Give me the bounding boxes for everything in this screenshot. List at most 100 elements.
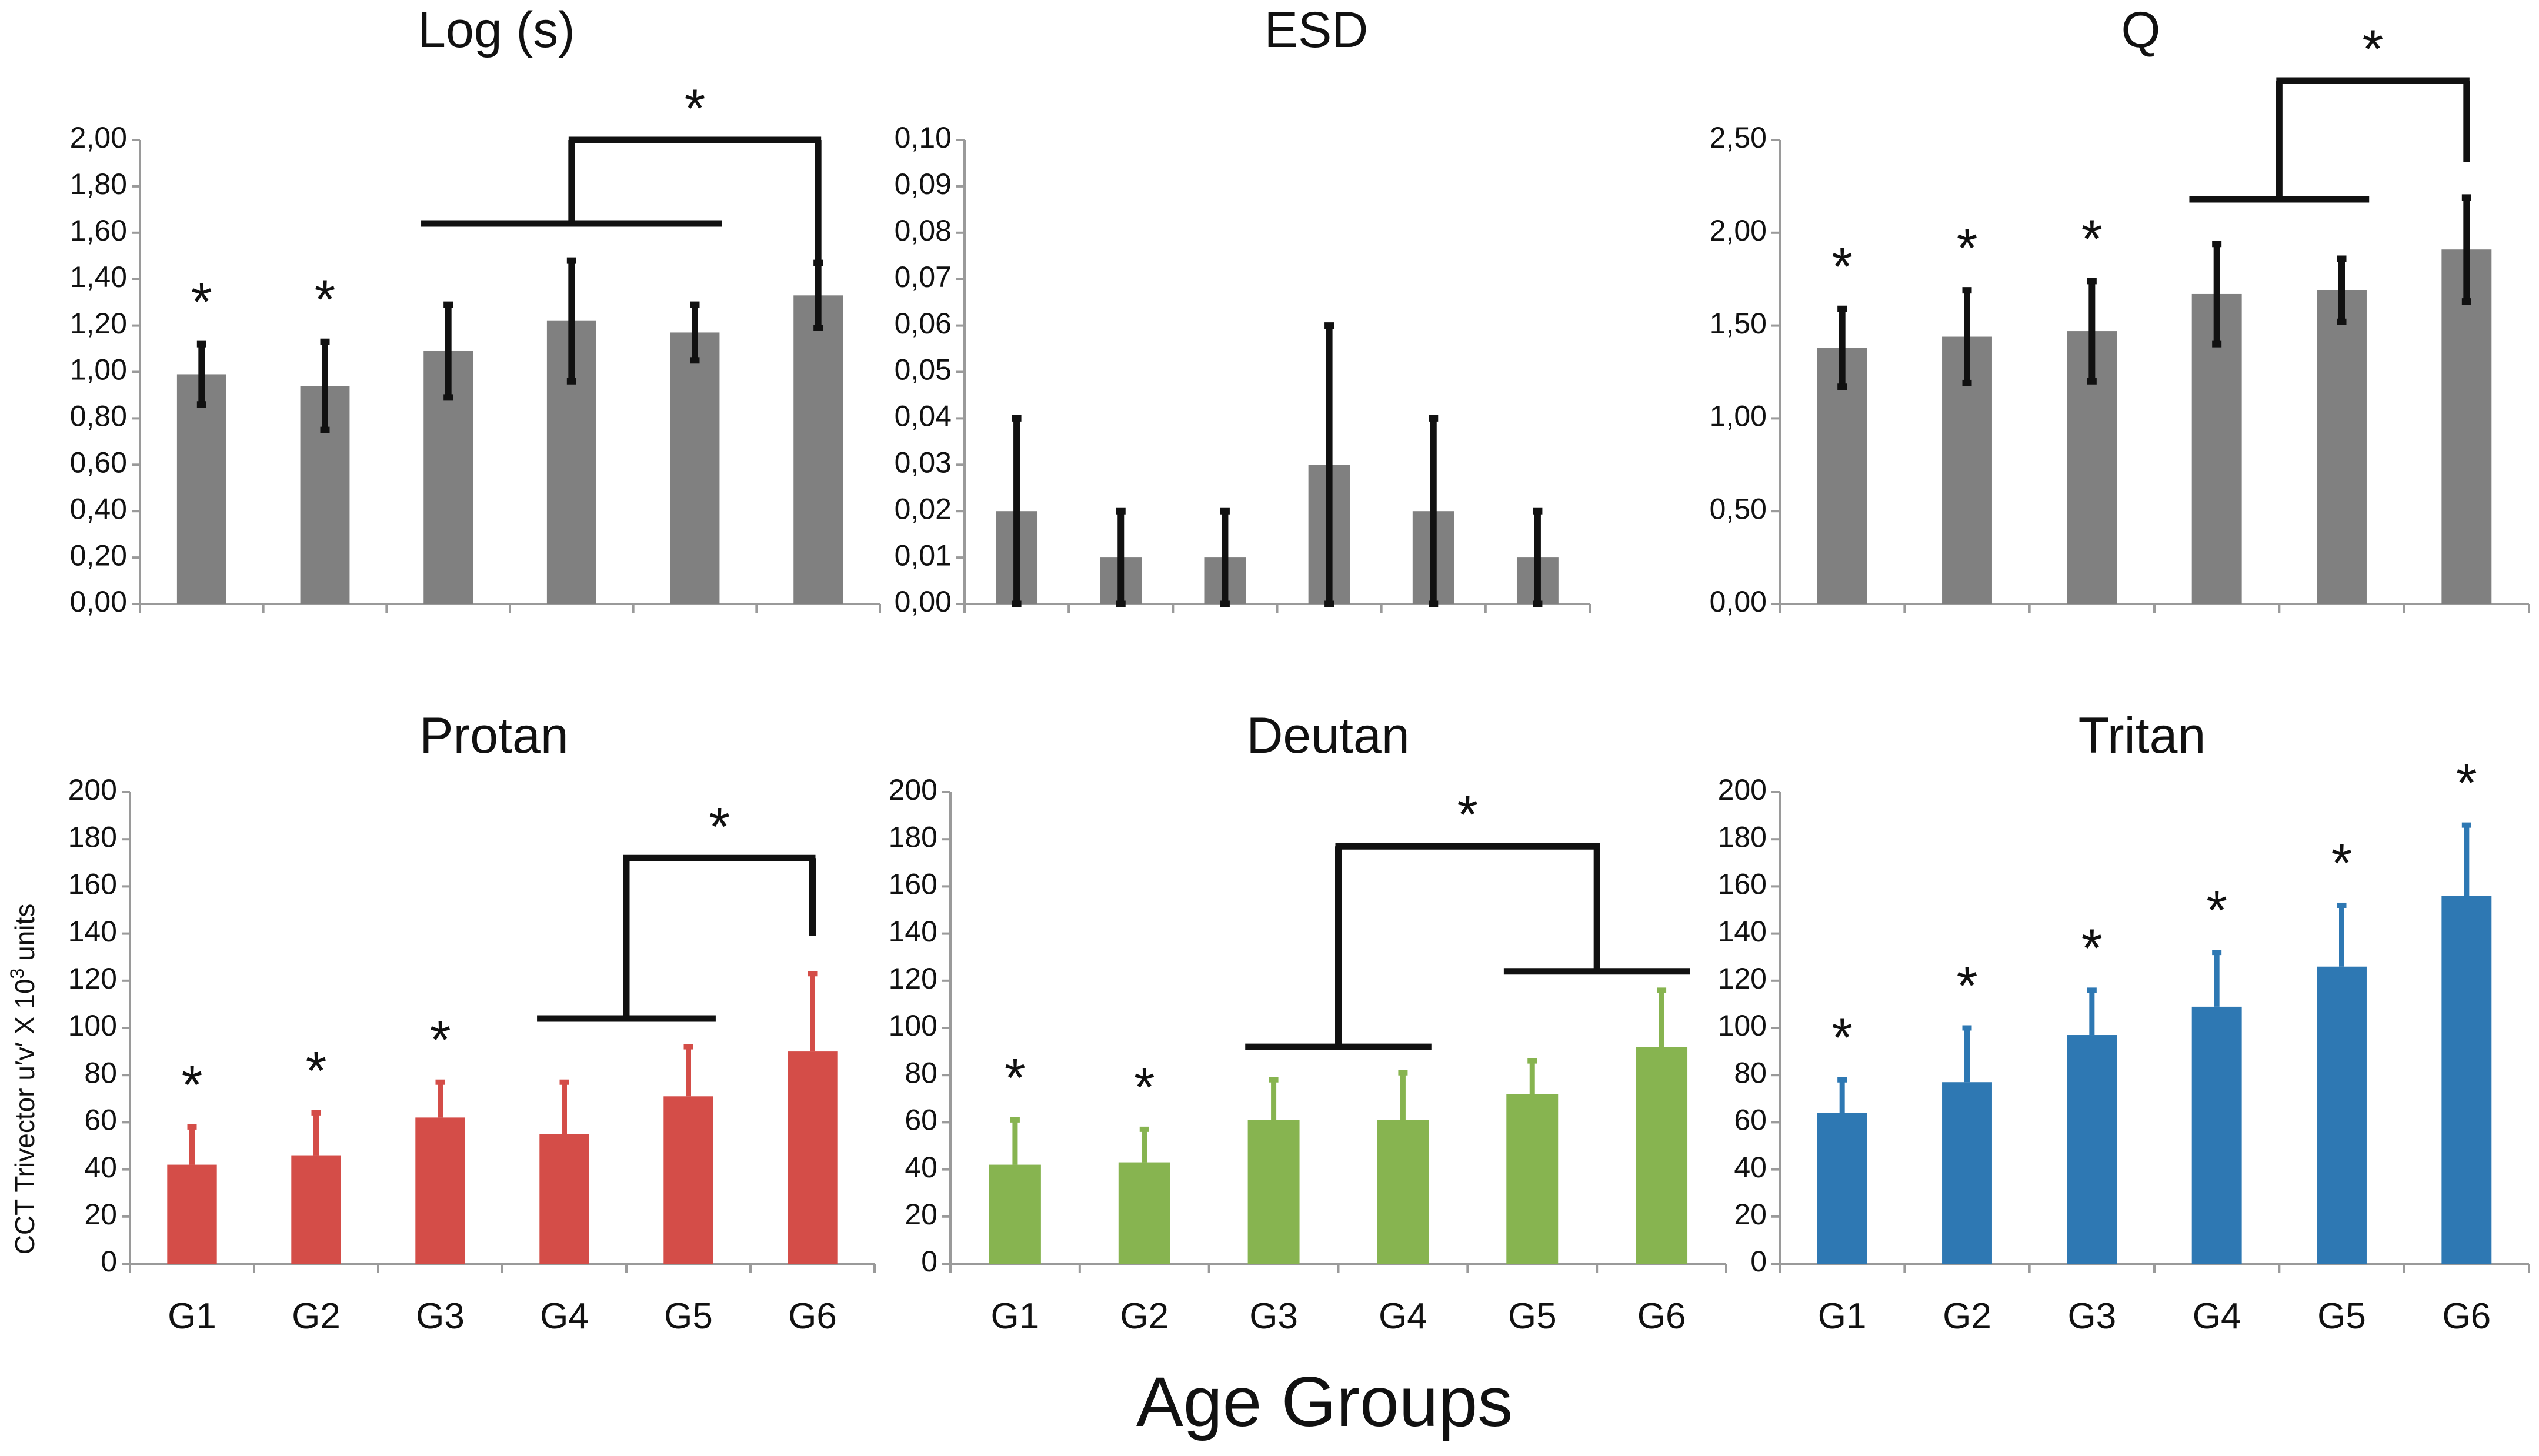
significance-star-g2: * — [306, 1041, 327, 1101]
significance-star-g6: * — [2456, 753, 2477, 813]
y-tick-label: 2,00 — [70, 121, 127, 154]
x-tick-label-g4: G4 — [540, 1296, 589, 1337]
bar-g4 — [2191, 1006, 2242, 1264]
significance-star-g1: * — [1005, 1048, 1026, 1108]
y-tick-label: 160 — [889, 868, 937, 901]
y-tick-label: 2,50 — [1710, 121, 1767, 154]
bar-g1 — [167, 1164, 217, 1264]
y-tick-label: 0,02 — [895, 492, 952, 525]
bar-g2 — [1118, 1162, 1170, 1264]
y-tick-label: 0,50 — [1710, 492, 1767, 525]
y-tick-label: 180 — [889, 820, 937, 853]
x-tick-label-g2: G2 — [292, 1296, 341, 1337]
y-tick-label: 140 — [68, 915, 117, 948]
y-tick-label: 1,60 — [70, 214, 127, 247]
y-axis-title: CCT Trivector u′v′ X 103 units — [6, 904, 40, 1255]
y-tick-label: 20 — [1734, 1198, 1767, 1231]
y-tick-label: 0 — [101, 1245, 117, 1278]
y-tick-label: 0,60 — [70, 446, 127, 479]
y-tick-label: 0,09 — [895, 168, 952, 201]
y-tick-label: 120 — [68, 962, 117, 995]
y-tick-label: 140 — [889, 915, 937, 948]
y-tick-label: 1,80 — [70, 168, 127, 201]
y-tick-label: 100 — [1718, 1009, 1767, 1042]
x-tick-label-g5: G5 — [664, 1296, 713, 1337]
y-tick-label: 100 — [68, 1009, 117, 1042]
x-tick-label-g1: G1 — [991, 1296, 1040, 1337]
y-tick-label: 100 — [889, 1009, 937, 1042]
bar-g6 — [2441, 249, 2492, 605]
y-tick-label: 120 — [1718, 962, 1767, 995]
significance-star-g5: * — [2331, 833, 2353, 893]
bar-g6 — [2441, 896, 2492, 1264]
y-tick-label: 1,20 — [70, 307, 127, 340]
bracket-star: * — [709, 797, 730, 857]
bar-g3 — [415, 1117, 465, 1264]
panel-title: Tritan — [2078, 707, 2206, 764]
panel-deutan: Deutan 0 20 40 60 80 100 120 140 160 180 200 G1 * G2 * G… — [889, 707, 1727, 1337]
significance-star-g2: * — [1134, 1057, 1155, 1117]
y-tick-label: 40 — [905, 1151, 937, 1184]
bar-g2 — [1942, 1082, 1992, 1264]
y-tick-label: 0 — [1750, 1245, 1767, 1278]
y-tick-label: 0,06 — [895, 307, 952, 340]
y-tick-label: 1,40 — [70, 261, 127, 293]
x-tick-label-g3: G3 — [1249, 1296, 1298, 1337]
x-tick-label-g3: G3 — [2067, 1296, 2116, 1337]
y-axis-title-exponent: 3 — [6, 969, 28, 979]
y-tick-label: 0,04 — [895, 400, 952, 433]
y-tick-label: 40 — [1734, 1151, 1767, 1184]
significance-star-g2: * — [1957, 219, 1978, 279]
bar-g6 — [788, 1051, 838, 1264]
y-tick-label: 60 — [905, 1104, 937, 1137]
y-tick-label: 160 — [1718, 868, 1767, 901]
y-tick-label: 2,00 — [1710, 214, 1767, 247]
y-tick-label: 200 — [1718, 773, 1767, 806]
x-tick-label-g4: G4 — [1379, 1296, 1427, 1337]
x-tick-label-g1: G1 — [168, 1296, 216, 1337]
bar-g6 — [793, 295, 843, 604]
significance-star-g3: * — [430, 1010, 451, 1070]
y-tick-label: 0,00 — [70, 585, 127, 618]
x-tick-label-g6: G6 — [1637, 1296, 1686, 1337]
panel-protan: Protan 0 20 40 60 80 100 120 140 160 180 200 G1 * G2 * G… — [68, 707, 876, 1337]
y-tick-label: 180 — [68, 820, 117, 853]
panel-tritan: Tritan 0 20 40 60 80 100 120 140 160 180 200 G1 * G2 * G… — [1718, 707, 2530, 1337]
y-tick-label: 0,08 — [895, 214, 952, 247]
bracket-star: * — [685, 79, 706, 139]
bar-g1 — [1817, 348, 1867, 604]
y-tick-label: 0,00 — [895, 585, 952, 618]
panel-title: Deutan — [1246, 707, 1409, 764]
y-tick-label: 0,20 — [70, 539, 127, 572]
x-tick-label-g2: G2 — [1120, 1296, 1169, 1337]
y-tick-label: 180 — [1718, 820, 1767, 853]
significance-star-g2: * — [315, 270, 336, 330]
y-tick-label: 1,00 — [70, 353, 127, 386]
bar-g2 — [291, 1155, 341, 1264]
x-tick-label-g3: G3 — [416, 1296, 465, 1337]
y-tick-label: 0,80 — [70, 400, 127, 433]
y-tick-label: 60 — [84, 1104, 117, 1137]
bracket-star: * — [2363, 19, 2384, 79]
y-tick-label: 40 — [84, 1151, 117, 1184]
bar-g5 — [2317, 966, 2367, 1264]
x-tick-label-g5: G5 — [2317, 1296, 2366, 1337]
x-tick-label-g5: G5 — [1508, 1296, 1557, 1337]
panel-log-s: Log (s) 0,00 0,20 0,40 0,60 0,80 1,00 1,20 1,40 1… — [70, 2, 881, 618]
panel-title: Protan — [419, 707, 568, 764]
significance-star-g3: * — [2081, 209, 2103, 269]
significance-star-g4: * — [2206, 881, 2227, 941]
x-tick-label-g6: G6 — [788, 1296, 837, 1337]
x-tick-label-g1: G1 — [1818, 1296, 1867, 1337]
bar-g5 — [663, 1096, 713, 1264]
y-axis-title-main: CCT Trivector u′v′ X 10 — [9, 979, 40, 1254]
bar-g5 — [1506, 1094, 1559, 1264]
significance-star-g1: * — [1831, 237, 1853, 297]
significance-star-g1: * — [182, 1055, 203, 1115]
bar-g3 — [1247, 1120, 1300, 1264]
significance-star-g3: * — [2081, 919, 2103, 979]
y-tick-label: 1,50 — [1710, 307, 1767, 340]
y-tick-label: 20 — [905, 1198, 937, 1231]
panel-esd: ESD 0,00 0,01 0,02 0,03 0,04 0,05 0,06 0,07 0,08 0… — [895, 2, 1591, 618]
